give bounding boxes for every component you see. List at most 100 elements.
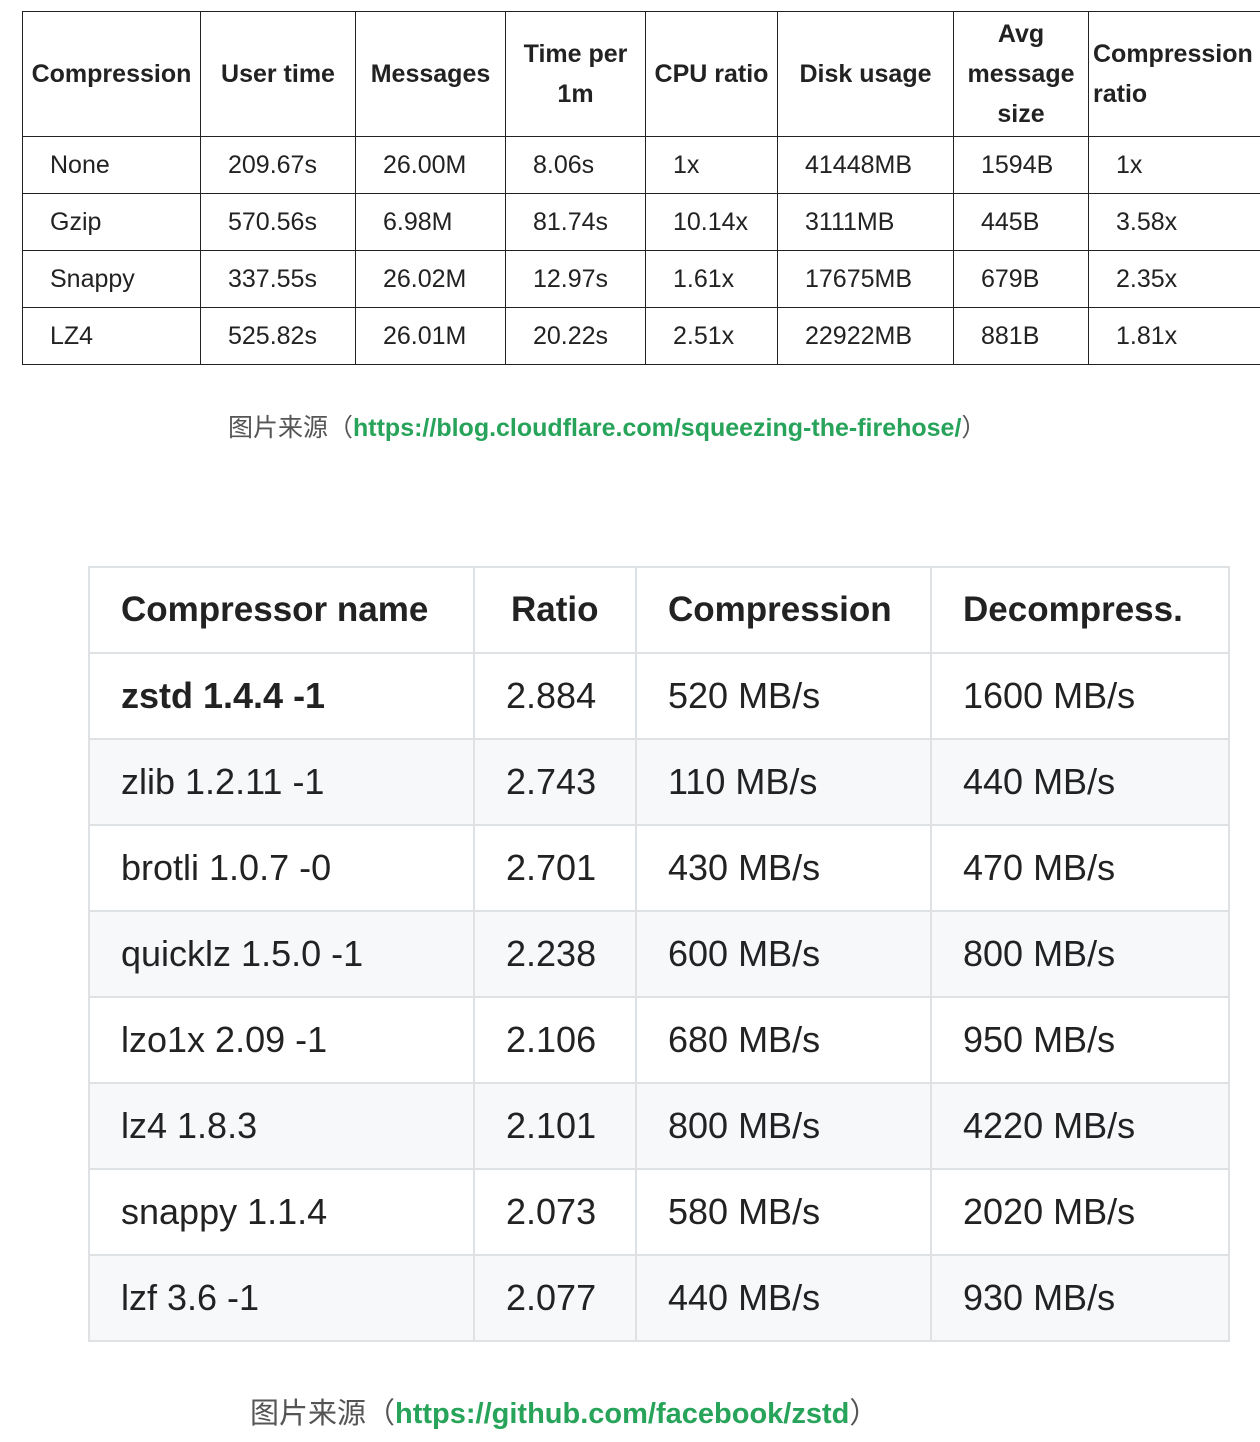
table-cell: 2.701: [473, 824, 637, 912]
column-header: CPU ratio: [645, 11, 778, 137]
table-cell: 440 MB/s: [635, 1254, 932, 1342]
table-cell: 26.02M: [355, 250, 506, 308]
table-cell: 470 MB/s: [930, 824, 1230, 912]
table-cell: LZ4: [22, 307, 201, 365]
table-cell: 3111MB: [777, 193, 954, 251]
caption-prefix: 图片来源（: [250, 1396, 396, 1430]
table-cell: 2.884: [473, 652, 637, 740]
table-cell: lzf 3.6 -1: [88, 1254, 475, 1342]
table-cell: zstd 1.4.4 -1: [88, 652, 475, 740]
table-cell: 81.74s: [505, 193, 646, 251]
table-cell: quicklz 1.5.0 -1: [88, 910, 475, 998]
table-row: None 209.67s 26.00M 8.06s 1x 41448MB 159…: [22, 136, 1260, 194]
table-cell: snappy 1.1.4: [88, 1168, 475, 1256]
table-cell: 2.101: [473, 1082, 637, 1170]
table-cell: 600 MB/s: [635, 910, 932, 998]
column-header: Compression: [22, 11, 201, 137]
column-header: Avg message size: [953, 11, 1089, 137]
source-link[interactable]: https://github.com/facebook/zstd: [395, 1398, 850, 1430]
column-header: Compression: [635, 566, 932, 654]
table-cell: 680 MB/s: [635, 996, 932, 1084]
compression-benchmark-table: Compression User time Messages Time per …: [22, 11, 1260, 365]
table-cell: 1.81x: [1088, 307, 1260, 365]
table-cell: 1600 MB/s: [930, 652, 1230, 740]
table-cell: 1594B: [953, 136, 1089, 194]
table-cell: 12.97s: [505, 250, 646, 308]
table-row: brotli 1.0.7 -0 2.701 430 MB/s 470 MB/s: [88, 824, 1230, 912]
table-cell: Gzip: [22, 193, 201, 251]
table-cell: lzo1x 2.09 -1: [88, 996, 475, 1084]
table-cell: 22922MB: [777, 307, 954, 365]
table-cell: 580 MB/s: [635, 1168, 932, 1256]
table-cell: 17675MB: [777, 250, 954, 308]
table-cell: 6.98M: [355, 193, 506, 251]
table-cell: 1x: [1088, 136, 1260, 194]
table-row: Snappy 337.55s 26.02M 12.97s 1.61x 17675…: [22, 250, 1260, 308]
table-cell: 1x: [645, 136, 778, 194]
table-cell: brotli 1.0.7 -0: [88, 824, 475, 912]
table-cell: 2.743: [473, 738, 637, 826]
table-cell: Snappy: [22, 250, 201, 308]
table-cell: 2.238: [473, 910, 637, 998]
table-cell: 4220 MB/s: [930, 1082, 1230, 1170]
table-cell: zlib 1.2.11 -1: [88, 738, 475, 826]
table-cell: 2.51x: [645, 307, 778, 365]
table-cell: 950 MB/s: [930, 996, 1230, 1084]
table-cell: 110 MB/s: [635, 738, 932, 826]
table-row: quicklz 1.5.0 -1 2.238 600 MB/s 800 MB/s: [88, 910, 1230, 998]
table-cell: 881B: [953, 307, 1089, 365]
table-cell: 1.61x: [645, 250, 778, 308]
source-link[interactable]: https://blog.cloudflare.com/squeezing-th…: [353, 414, 962, 442]
table-cell: 2.077: [473, 1254, 637, 1342]
column-header: Disk usage: [777, 11, 954, 137]
table-cell: 337.55s: [200, 250, 356, 308]
image-source-caption: 图片来源（https://github.com/facebook/zstd）: [250, 1390, 878, 1432]
column-header: Messages: [355, 11, 506, 137]
table-cell: 2.35x: [1088, 250, 1260, 308]
table-row: zstd 1.4.4 -1 2.884 520 MB/s 1600 MB/s: [88, 652, 1230, 740]
table-row: lz4 1.8.3 2.101 800 MB/s 4220 MB/s: [88, 1082, 1230, 1170]
table-cell: 679B: [953, 250, 1089, 308]
table-cell: 445B: [953, 193, 1089, 251]
table-row: LZ4 525.82s 26.01M 20.22s 2.51x 22922MB …: [22, 307, 1260, 365]
table-cell: 930 MB/s: [930, 1254, 1230, 1342]
table-row: Gzip 570.56s 6.98M 81.74s 10.14x 3111MB …: [22, 193, 1260, 251]
table-cell: 520 MB/s: [635, 652, 932, 740]
caption-prefix: 图片来源（: [228, 413, 354, 442]
table-cell: 8.06s: [505, 136, 646, 194]
column-header: Decompress.: [930, 566, 1230, 654]
table-cell: 20.22s: [505, 307, 646, 365]
table-row: lzo1x 2.09 -1 2.106 680 MB/s 950 MB/s: [88, 996, 1230, 1084]
column-header: Ratio: [473, 566, 637, 654]
table-row: snappy 1.1.4 2.073 580 MB/s 2020 MB/s: [88, 1168, 1230, 1256]
table-cell: 2.073: [473, 1168, 637, 1256]
table-cell: 430 MB/s: [635, 824, 932, 912]
table-cell: lz4 1.8.3: [88, 1082, 475, 1170]
table-cell: 10.14x: [645, 193, 778, 251]
compressor-benchmark-table: Compressor name Ratio Compression Decomp…: [88, 566, 1230, 1342]
table-cell: 800 MB/s: [635, 1082, 932, 1170]
table-cell: 209.67s: [200, 136, 356, 194]
caption-suffix: ）: [849, 1396, 879, 1430]
table-cell: 800 MB/s: [930, 910, 1230, 998]
table-cell: 26.00M: [355, 136, 506, 194]
table-cell: 2020 MB/s: [930, 1168, 1230, 1256]
column-header: User time: [200, 11, 356, 137]
image-source-caption: 图片来源（https://blog.cloudflare.com/squeezi…: [228, 408, 986, 444]
table-cell: None: [22, 136, 201, 194]
table-cell: 3.58x: [1088, 193, 1260, 251]
table-cell: 2.106: [473, 996, 637, 1084]
table-row: lzf 3.6 -1 2.077 440 MB/s 930 MB/s: [88, 1254, 1230, 1342]
table-cell: 41448MB: [777, 136, 954, 194]
column-header: Time per 1m: [505, 11, 646, 137]
table-cell: 440 MB/s: [930, 738, 1230, 826]
table-cell: 525.82s: [200, 307, 356, 365]
table-cell: 26.01M: [355, 307, 506, 365]
column-header: Compression ratio: [1088, 11, 1260, 137]
table-cell: 570.56s: [200, 193, 356, 251]
table-row: zlib 1.2.11 -1 2.743 110 MB/s 440 MB/s: [88, 738, 1230, 826]
caption-suffix: ）: [961, 413, 987, 442]
table-header-row: Compressor name Ratio Compression Decomp…: [88, 566, 1230, 654]
table-header-row: Compression User time Messages Time per …: [22, 11, 1260, 137]
column-header: Compressor name: [88, 566, 475, 654]
